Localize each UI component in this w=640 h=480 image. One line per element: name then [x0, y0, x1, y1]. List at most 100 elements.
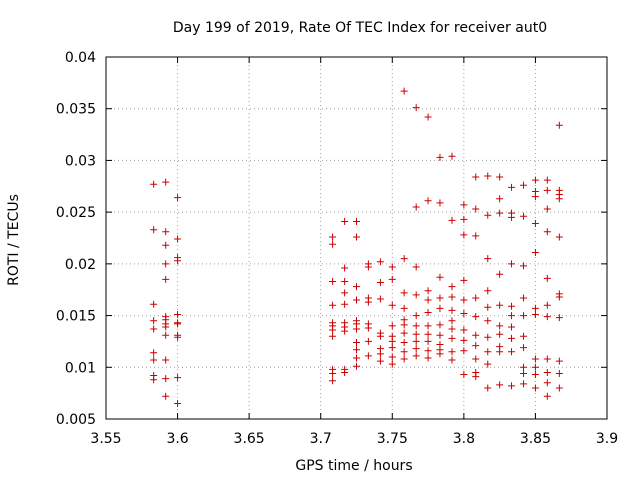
data-point	[162, 241, 170, 249]
data-point	[543, 205, 551, 213]
data-point	[400, 338, 408, 346]
data-point	[424, 296, 432, 304]
data-point	[329, 332, 337, 340]
data-point	[412, 104, 420, 112]
data-point	[436, 153, 444, 161]
data-point	[543, 301, 551, 309]
data-point	[388, 337, 396, 345]
data-point	[555, 233, 563, 241]
data-point	[174, 333, 182, 341]
axis-ticks	[105, 56, 608, 420]
data-point	[448, 348, 456, 356]
data-point	[531, 304, 539, 312]
data-point	[162, 260, 170, 268]
data-point	[555, 357, 563, 365]
data-point	[424, 347, 432, 355]
data-point	[520, 181, 528, 189]
data-point	[376, 278, 384, 286]
data-point	[353, 217, 360, 225]
data-point	[174, 311, 182, 319]
data-point	[388, 263, 396, 271]
plot-frame	[105, 56, 608, 420]
data-point	[460, 215, 468, 223]
data-point	[448, 283, 456, 291]
data-point	[531, 363, 539, 371]
data-point	[448, 334, 456, 342]
data-point	[460, 347, 468, 355]
data-point	[543, 176, 551, 184]
data-point	[353, 354, 360, 362]
data-point	[436, 304, 444, 312]
data-point	[174, 235, 182, 243]
data-point	[341, 264, 349, 272]
data-point	[174, 320, 182, 328]
data-point	[508, 213, 516, 221]
data-point	[508, 348, 516, 356]
data-point	[162, 356, 170, 364]
data-point	[484, 255, 492, 263]
data-point	[472, 313, 480, 321]
data-point	[543, 392, 551, 400]
y-tick-label: 0.025	[56, 205, 96, 221]
data-point	[162, 331, 170, 339]
data-point	[162, 275, 170, 283]
data-point	[555, 369, 563, 377]
data-point	[388, 275, 396, 283]
data-point	[341, 327, 349, 335]
data-point	[520, 369, 528, 377]
data-point	[341, 368, 349, 376]
data-point	[376, 295, 384, 303]
data-point	[424, 308, 432, 316]
y-tick-label: 0.01	[65, 360, 96, 376]
data-point	[400, 255, 408, 263]
data-point	[555, 121, 563, 129]
data-point	[508, 260, 516, 268]
data-point	[520, 363, 528, 371]
data-point	[353, 296, 360, 304]
data-point	[412, 337, 420, 345]
data-point	[520, 332, 528, 340]
data-point	[508, 312, 516, 320]
x-tick-label: 3.7	[310, 431, 332, 447]
x-tick-label: 3.75	[377, 431, 408, 447]
data-point	[472, 331, 480, 339]
data-point	[162, 178, 170, 186]
y-tick-label: 0.015	[56, 309, 96, 325]
data-point	[496, 330, 504, 338]
data-point	[496, 301, 504, 309]
data-point	[424, 287, 432, 295]
y-tick-labels: 0.005 0.01 0.015 0.02 0.025 0.03 0.035 0.04	[56, 50, 96, 428]
data-point	[436, 273, 444, 281]
data-point	[520, 380, 528, 388]
data-point	[329, 301, 337, 309]
data-point	[543, 368, 551, 376]
data-point	[520, 294, 528, 302]
data-point	[448, 293, 456, 301]
data-point	[543, 313, 551, 321]
data-point	[424, 330, 432, 338]
data-point	[460, 276, 468, 284]
data-point	[508, 334, 516, 342]
data-point	[472, 232, 480, 240]
data-point	[484, 211, 492, 219]
data-point	[353, 283, 360, 291]
data-point	[400, 355, 408, 363]
data-point	[555, 195, 563, 203]
data-point	[508, 323, 516, 331]
data-point	[376, 350, 384, 358]
data-point	[496, 195, 504, 203]
data-point	[508, 302, 516, 310]
data-point	[460, 336, 468, 344]
data-point	[496, 209, 504, 217]
data-point	[531, 193, 539, 201]
data-point	[364, 298, 372, 306]
data-point	[520, 212, 528, 220]
x-axis-title: GPS time / hours	[295, 458, 412, 474]
x-tick-label: 3.6	[166, 431, 188, 447]
data-point	[162, 392, 170, 400]
data-point	[150, 300, 158, 308]
data-point	[531, 311, 539, 319]
data-point	[531, 371, 539, 379]
